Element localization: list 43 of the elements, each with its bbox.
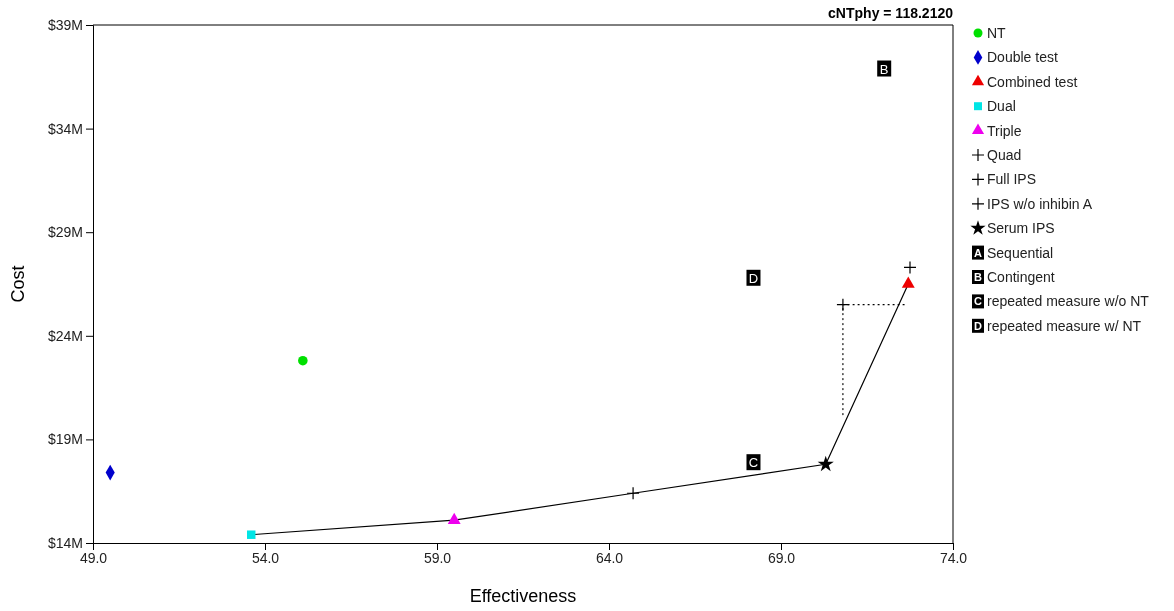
y-tick-label: $19M — [47, 431, 83, 448]
y-tick-label: $29M — [47, 224, 83, 241]
legend-label: Dual — [987, 98, 1016, 115]
point — [298, 355, 308, 366]
x-tick-label: 49.0 — [79, 549, 108, 566]
text: B — [974, 271, 982, 283]
y-tick-label: $24M — [47, 327, 83, 344]
point — [817, 455, 834, 472]
legend-label: Contingent — [987, 269, 1055, 285]
chart-title: cNTphy = 118.2120 — [828, 5, 954, 21]
legend-label: NT — [987, 25, 1007, 41]
point — [903, 260, 917, 275]
point — [447, 512, 461, 524]
point — [626, 486, 640, 500]
text: D — [974, 319, 982, 332]
legend-label: repeated measure w/ NT — [987, 317, 1142, 334]
x-tick-label: 64.0 — [595, 549, 624, 566]
x-tick-label: 54.0 — [251, 549, 280, 566]
legend-label: Sequential — [987, 244, 1054, 261]
y-tick-label: $14M — [47, 534, 83, 551]
point — [901, 276, 915, 288]
legend-label: Combined test — [987, 73, 1078, 90]
text: C — [974, 295, 982, 308]
legend-label: Quad — [987, 147, 1022, 163]
legend-label: IPS w/o inhibin A — [987, 195, 1093, 212]
y-tick-label: $34M — [47, 120, 83, 137]
legend-label: Serum IPS — [987, 220, 1055, 237]
data-label: D — [748, 270, 759, 286]
legend-label: Full IPS — [987, 171, 1037, 188]
legend-label: Double test — [987, 49, 1058, 66]
x-tick-label: 59.0 — [423, 549, 452, 566]
x-axis-title: Effectiveness — [469, 586, 577, 606]
data-label: C — [748, 455, 759, 471]
data-label: B — [879, 61, 889, 77]
legend-label: Triple — [987, 122, 1022, 139]
x-tick-label: 69.0 — [767, 549, 796, 566]
point — [836, 298, 850, 312]
text: A — [974, 246, 982, 259]
y-axis-title: Cost — [8, 265, 28, 303]
point — [247, 530, 256, 539]
legend-label: repeated measure w/o NT — [987, 293, 1150, 310]
y-tick-label: $39M — [47, 16, 83, 33]
x-tick-label: 74.0 — [939, 549, 968, 566]
